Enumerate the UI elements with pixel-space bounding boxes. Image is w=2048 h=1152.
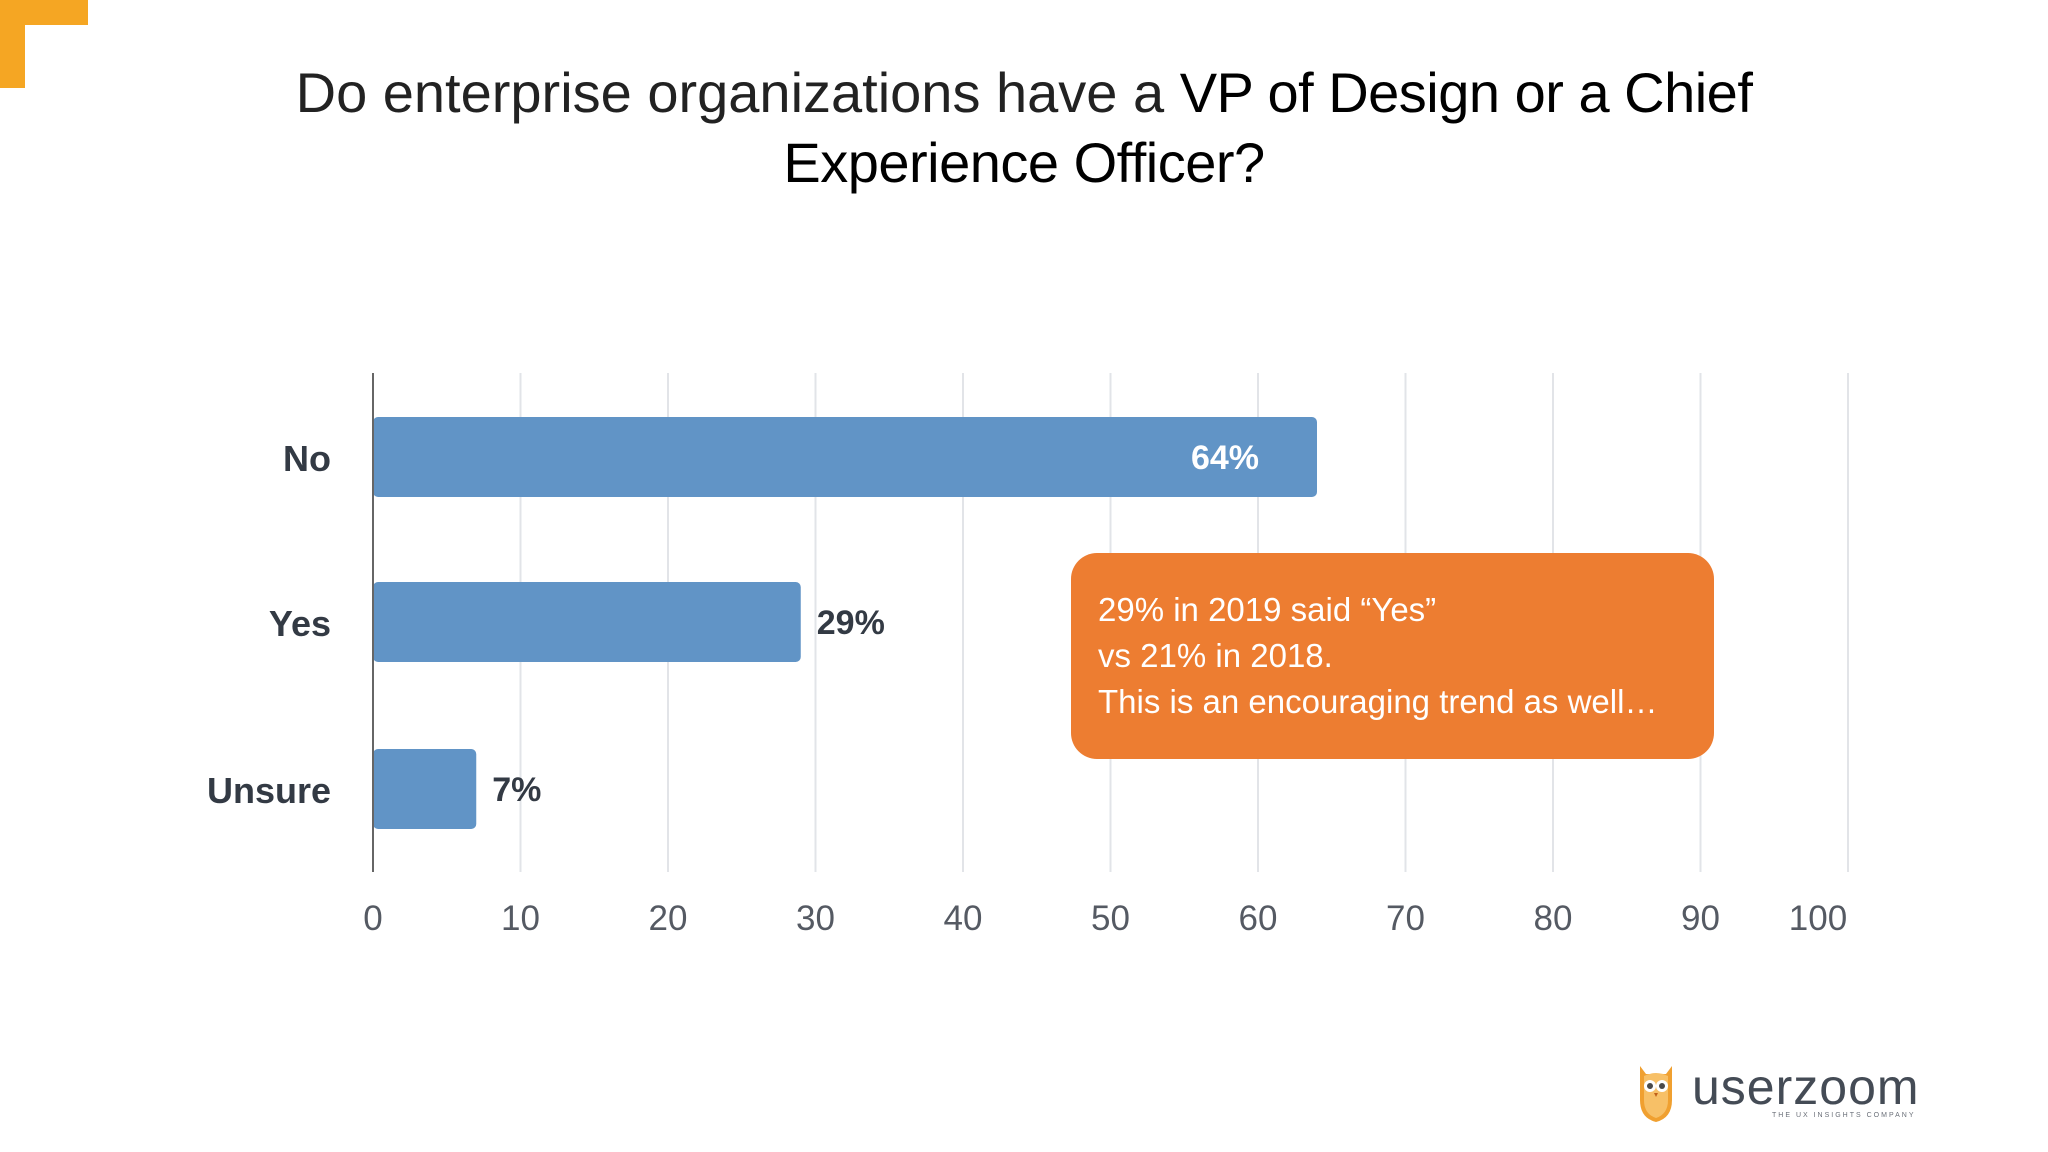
x-tick-label: 30 <box>796 899 835 938</box>
chart-title: Do enterprise organizations have a VP of… <box>180 58 1868 198</box>
x-tick-label: 100 <box>1789 899 1847 938</box>
callout-line-1: 29% in 2019 said “Yes” <box>1098 591 1437 628</box>
owl-icon <box>1640 1066 1672 1122</box>
callout-line-3: This is an encouraging trend as well… <box>1098 683 1658 720</box>
corner-accent <box>0 0 88 88</box>
userzoom-logo: userzoom THE UX INSIGHTS COMPANY <box>1630 1059 1930 1130</box>
callout-line-2: vs 21% in 2018. <box>1098 637 1333 674</box>
x-tick-label: 10 <box>501 899 540 938</box>
corner-accent-left <box>0 0 25 88</box>
x-tick-label: 0 <box>363 899 382 938</box>
data-label-yes: 29% <box>817 604 885 642</box>
x-tick-label: 90 <box>1681 899 1720 938</box>
data-label-unsure: 7% <box>492 771 541 809</box>
category-labels: No Yes Unsure <box>207 438 331 811</box>
data-label-no: 64% <box>1191 439 1259 477</box>
bar-unsure <box>373 749 477 829</box>
category-label-unsure: Unsure <box>207 770 331 811</box>
logo-tagline: THE UX INSIGHTS COMPANY <box>1772 1112 1916 1119</box>
bars <box>373 417 1317 829</box>
chart-title-part2: VP of Design or a Chief Experience Offic… <box>783 61 1753 194</box>
x-tick-label: 40 <box>944 899 983 938</box>
x-tick-label: 50 <box>1091 899 1130 938</box>
x-axis-ticks: 0 10 20 30 40 50 60 70 80 90 100 <box>363 899 1847 938</box>
callout-box: 29% in 2019 said “Yes” vs 21% in 2018. T… <box>1071 553 1714 759</box>
x-tick-label: 80 <box>1534 899 1573 938</box>
category-label-yes: Yes <box>269 603 331 644</box>
x-tick-label: 70 <box>1386 899 1425 938</box>
bar-no <box>373 417 1317 497</box>
data-labels: 64% 29% 7% <box>492 439 1259 809</box>
x-tick-label: 60 <box>1239 899 1278 938</box>
chart-title-part1: Do enterprise organizations have a <box>295 61 1180 124</box>
logo-wordmark: userzoom <box>1692 1059 1920 1115</box>
bar-yes <box>373 582 801 662</box>
category-label-no: No <box>283 438 331 479</box>
x-tick-label: 20 <box>649 899 688 938</box>
